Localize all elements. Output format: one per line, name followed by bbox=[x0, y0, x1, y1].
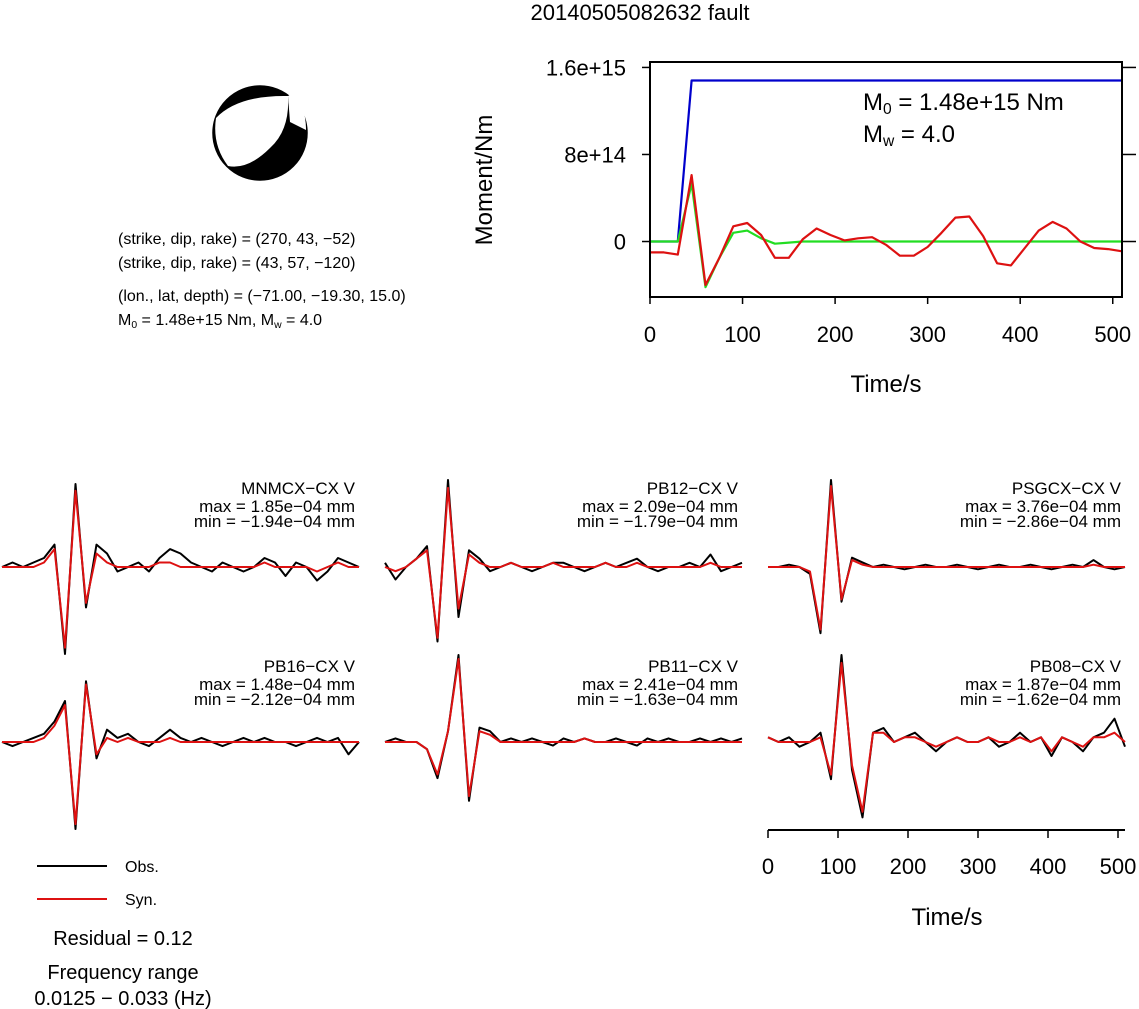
x-tick-label: 100 bbox=[724, 322, 761, 347]
min-label: min = −1.79e−04 mm bbox=[577, 512, 738, 531]
legend-label: Syn. bbox=[125, 892, 157, 909]
subscript: 0 bbox=[883, 101, 892, 118]
min-label: min = −1.94e−04 mm bbox=[194, 512, 355, 531]
text-part: = 4.0 bbox=[894, 121, 955, 148]
station-label: PSGCX−CX V bbox=[1012, 479, 1122, 498]
rich-text: M0 = 1.48e+15 Nm bbox=[863, 89, 1064, 118]
x-tick-label: 200 bbox=[890, 854, 927, 879]
max-label: max = 1.85e−04 mm bbox=[199, 497, 355, 516]
figure-title: 20140505082632 fault bbox=[531, 0, 750, 25]
text-part: M bbox=[863, 121, 883, 148]
waveform-trace bbox=[768, 485, 1125, 631]
x-tick-label: 0 bbox=[762, 854, 774, 879]
min-label: min = −1.63e−04 mm bbox=[577, 690, 738, 709]
text-part: = 1.48e+15 Nm bbox=[892, 89, 1064, 116]
station-label: PB11−CX V bbox=[648, 657, 739, 676]
x-tick-label: 300 bbox=[960, 854, 997, 879]
max-label: max = 2.41e−04 mm bbox=[582, 675, 738, 694]
waveform-trace bbox=[384, 486, 742, 639]
x-tick-label: 100 bbox=[820, 854, 857, 879]
waveform-trace bbox=[2, 683, 359, 826]
x-tick-label: 300 bbox=[909, 322, 946, 347]
subscript: w bbox=[882, 133, 895, 150]
rich-text: M0 = 1.48e+15 Nm, Mw = 4.0 bbox=[118, 312, 322, 331]
x-axis-label: Time/s bbox=[911, 904, 982, 931]
text-part: M bbox=[118, 312, 131, 329]
plot-frame bbox=[649, 61, 1123, 298]
max-label: max = 2.09e−04 mm bbox=[582, 497, 738, 516]
y-tick-label: 8e+14 bbox=[564, 142, 626, 167]
station-label: MNMCX−CX V bbox=[241, 479, 355, 498]
subscript: 0 bbox=[131, 320, 137, 331]
mechanism-text: (strike, dip, rake) = (270, 43, −52) bbox=[118, 231, 355, 248]
max-label: max = 1.87e−04 mm bbox=[965, 675, 1121, 694]
text-part: = 4.0 bbox=[282, 312, 323, 329]
mechanism-text: (strike, dip, rake) = (43, 57, −120) bbox=[118, 255, 355, 272]
mechanism-text: (lon., lat, depth) = (−71.00, −19.30, 15… bbox=[118, 288, 406, 305]
rich-text: Mw = 4.0 bbox=[863, 121, 955, 150]
x-tick-label: 400 bbox=[1030, 854, 1067, 879]
y-tick-label: 0 bbox=[614, 230, 626, 255]
text-part: = 1.48e+15 Nm, M bbox=[137, 312, 274, 329]
x-tick-label: 0 bbox=[644, 322, 656, 347]
max-label: max = 1.48e−04 mm bbox=[199, 675, 355, 694]
note: 0.0125 − 0.033 (Hz) bbox=[34, 988, 211, 1009]
x-tick-label: 200 bbox=[817, 322, 854, 347]
waveform-trace bbox=[385, 658, 742, 798]
min-label: min = −2.12e−04 mm bbox=[194, 690, 355, 709]
station-label: PB16−CX V bbox=[264, 657, 356, 676]
min-label: min = −2.86e−04 mm bbox=[960, 512, 1121, 531]
legend-label: Obs. bbox=[125, 859, 159, 876]
subscript: w bbox=[273, 320, 282, 331]
x-tick-label: 500 bbox=[1100, 854, 1137, 879]
station-label: PB08−CX V bbox=[1030, 657, 1122, 676]
waveform-trace bbox=[2, 489, 359, 649]
waveform-trace bbox=[767, 661, 1126, 813]
note: Residual = 0.12 bbox=[53, 928, 193, 950]
max-label: max = 3.76e−04 mm bbox=[965, 497, 1121, 516]
x-tick-label: 500 bbox=[1094, 322, 1131, 347]
text-part: M bbox=[863, 89, 883, 116]
station-label: PB12−CX V bbox=[647, 479, 739, 498]
waveform-trace bbox=[1, 680, 360, 830]
y-axis-label: Moment/Nm bbox=[471, 115, 498, 246]
moment-line bbox=[650, 174, 1123, 287]
x-axis-label: Time/s bbox=[850, 371, 921, 398]
note: Frequency range bbox=[47, 962, 198, 984]
moment-line bbox=[650, 79, 1122, 243]
y-tick-label: 1.6e+15 bbox=[546, 55, 626, 80]
x-tick-label: 400 bbox=[1002, 322, 1039, 347]
moment-line bbox=[650, 182, 1122, 289]
min-label: min = −1.62e−04 mm bbox=[960, 690, 1121, 709]
beachball bbox=[212, 85, 308, 181]
